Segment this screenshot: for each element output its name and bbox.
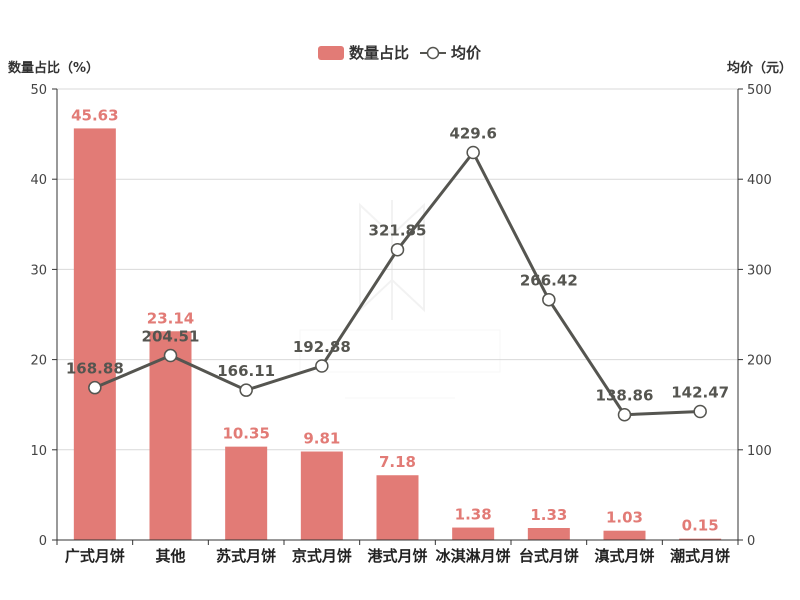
bar (225, 446, 268, 540)
x-tick-label: 滇式月饼 (594, 547, 654, 565)
bar-value-label: 1.38 (455, 506, 492, 524)
bar-value-label: 1.03 (606, 509, 643, 527)
line-series (88, 145, 707, 422)
bar (149, 331, 192, 540)
left-tick-label: 20 (30, 354, 47, 369)
line-value-label: 142.47 (671, 383, 729, 401)
left-tick-label: 30 (30, 263, 47, 278)
bar-series (73, 128, 722, 540)
bar (679, 538, 722, 540)
right-axis-title: 均价（元） (727, 60, 792, 76)
bar (527, 528, 570, 540)
right-tick-label: 100 (747, 444, 772, 459)
line-point (88, 380, 102, 395)
bar (300, 451, 343, 540)
right-tick-label: 500 (747, 83, 772, 98)
line-point (693, 404, 707, 419)
line-value-label: 429.6 (449, 125, 496, 143)
bar-value-label: 1.33 (530, 506, 567, 524)
right-tick-label: 400 (747, 173, 772, 188)
line-value-label: 138.86 (596, 387, 654, 405)
x-tick-label: 台式月饼 (519, 547, 579, 565)
x-tick-label: 广式月饼 (65, 547, 125, 565)
bar (452, 527, 495, 540)
line-value-label: 321.85 (369, 222, 427, 240)
data-labels: 45.63 23.14 10.35 9.81 7.18 1.38 1.33 1.03 0.15 1… (66, 106, 729, 534)
left-axis-title: 数量占比（%） (8, 60, 99, 76)
line-point (542, 292, 556, 307)
x-tick-label: 港式月饼 (367, 547, 427, 565)
right-tick-label: 200 (747, 354, 772, 369)
legend-bar-label: 数量占比 (349, 44, 409, 62)
left-tick-label: 40 (30, 173, 47, 188)
line-point (163, 348, 178, 363)
bar (73, 128, 116, 540)
x-tick-label: 苏式月饼 (216, 547, 276, 565)
legend-line-label: 均价 (451, 44, 482, 62)
legend-line-marker (426, 46, 440, 60)
right-tick-label: 0 (747, 534, 755, 549)
x-tick-label: 其他 (155, 547, 185, 565)
line-value-label: 166.11 (217, 362, 275, 380)
x-tick-label: 京式月饼 (292, 547, 352, 565)
left-tick-label: 50 (30, 83, 47, 98)
left-tick-label: 0 (39, 534, 47, 549)
line-value-label: 168.88 (66, 360, 124, 378)
bar-value-label: 45.63 (71, 106, 118, 124)
bar (376, 475, 419, 540)
line-point (390, 242, 405, 257)
line-point (315, 359, 329, 373)
line-point (466, 145, 480, 160)
bar-value-label: 7.18 (379, 453, 416, 471)
bar-value-label: 9.81 (303, 430, 340, 448)
x-tick-label: 冰淇淋月饼 (436, 547, 511, 565)
bar-value-label: 0.15 (682, 517, 719, 535)
right-tick-label: 300 (747, 263, 772, 278)
bar-value-label: 10.35 (222, 425, 269, 443)
bar (603, 530, 646, 540)
left-tick-label: 10 (30, 444, 47, 459)
x-tick-label: 潮式月饼 (670, 547, 730, 565)
line-value-label: 192.88 (293, 338, 351, 356)
line-value-label: 204.51 (142, 328, 200, 346)
line-point (239, 383, 253, 397)
legend[interactable]: 数量占比 均价 (318, 44, 482, 62)
line-point (617, 407, 632, 422)
legend-bar-swatch (318, 46, 344, 60)
line-value-label: 266.42 (520, 272, 578, 290)
bar-value-label: 23.14 (147, 309, 194, 327)
